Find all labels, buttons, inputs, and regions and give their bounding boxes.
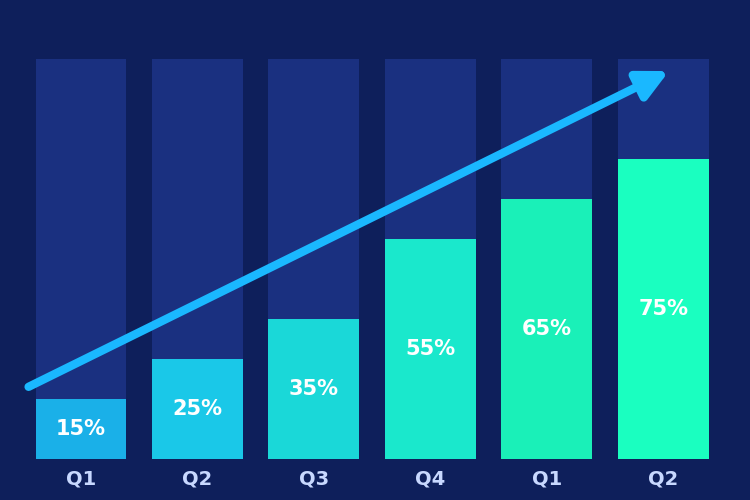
Text: 65%: 65%	[522, 319, 572, 339]
Bar	[385, 239, 476, 459]
Bar	[35, 399, 127, 459]
Text: 35%: 35%	[289, 379, 339, 399]
Bar	[152, 59, 243, 459]
Bar	[501, 199, 592, 459]
Bar	[268, 59, 359, 459]
Bar	[618, 159, 709, 459]
Bar	[501, 59, 592, 459]
Text: 25%: 25%	[172, 399, 223, 419]
Bar	[385, 59, 476, 459]
Bar	[268, 319, 359, 459]
Text: 15%: 15%	[56, 419, 106, 439]
Bar	[618, 59, 709, 459]
Bar	[35, 59, 127, 459]
Text: 75%: 75%	[638, 299, 688, 319]
Bar	[152, 359, 243, 459]
Text: 55%: 55%	[405, 339, 455, 359]
